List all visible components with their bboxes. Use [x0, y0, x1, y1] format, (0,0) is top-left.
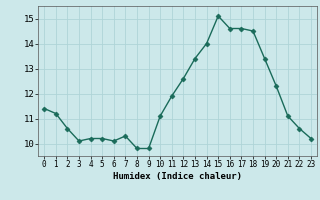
X-axis label: Humidex (Indice chaleur): Humidex (Indice chaleur): [113, 172, 242, 181]
